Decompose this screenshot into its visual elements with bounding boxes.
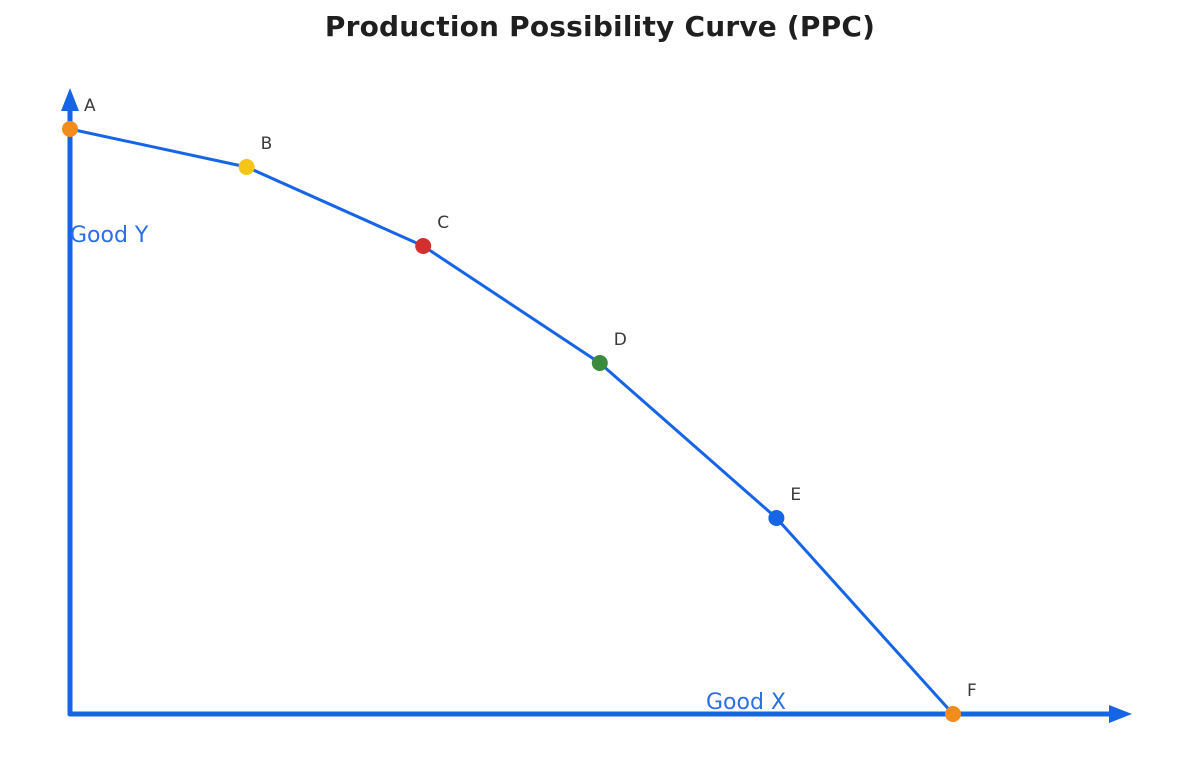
point-b (238, 159, 255, 176)
chart-title: Production Possibility Curve (PPC) (324, 10, 876, 43)
y-axis-label: Good Y (70, 223, 149, 248)
point-label-f: F (967, 681, 977, 701)
point-d (591, 355, 608, 371)
point-label-d: D (614, 330, 627, 350)
y-axis-arrow (61, 88, 79, 111)
point-a (62, 121, 78, 137)
x-axis-arrow (1109, 705, 1132, 723)
point-label-c: C (437, 213, 449, 233)
points-layer: A B C D E F (62, 96, 977, 722)
x-axis-label: Good X (706, 690, 786, 715)
point-label-b: B (261, 134, 273, 154)
point-label-a: A (84, 96, 96, 116)
ppc-curve (69, 127, 955, 716)
point-f (945, 706, 961, 722)
point-label-e: E (790, 485, 801, 505)
point-e (768, 510, 785, 527)
point-c (415, 238, 432, 254)
